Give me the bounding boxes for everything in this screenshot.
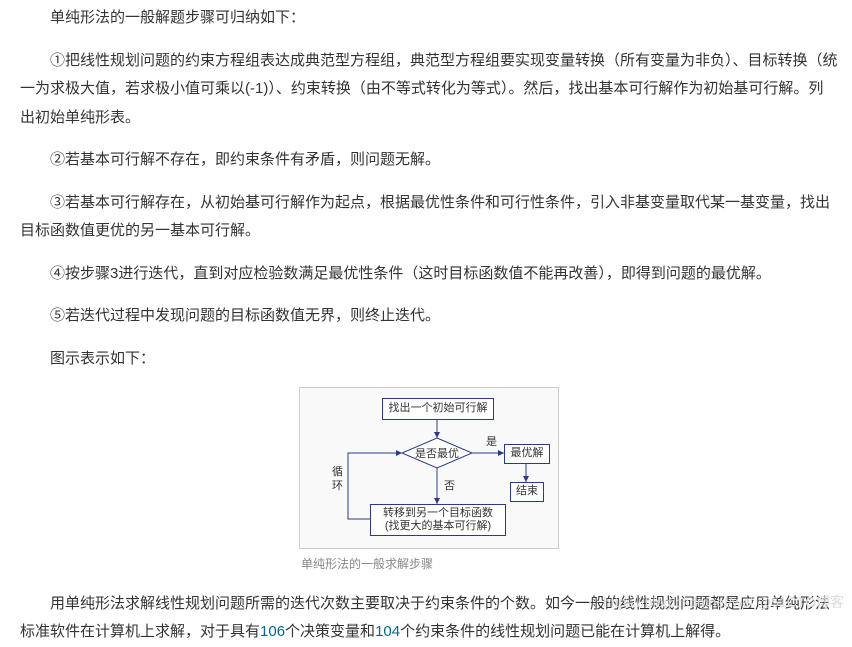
paragraph-step-5: ⑤若迭代过程中发现问题的目标函数值无界，则终止迭代。 [20, 302, 838, 331]
document-body: 单纯形法的一般解题步骤可归纳如下： ①把线性规划问题的约束方程组表达成典范型方程… [0, 0, 852, 647]
label-no: 否 [444, 476, 455, 497]
paragraph-conclusion: 用单纯形法求解线性规划问题所需的迭代次数主要取决于约束条件的个数。如今一般的线性… [20, 590, 838, 647]
node-move: 转移到另一个目标函数 (找更大的基本可行解) [370, 504, 506, 536]
conclusion-text-b: 个决策变量和 [285, 623, 375, 640]
node-start: 找出一个初始可行解 [382, 398, 494, 420]
paragraph-step-3: ③若基本可行解存在，从初始基可行解作为起点，根据最优性条件和可行性条件，引入非基… [20, 189, 838, 246]
node-optimal: 最优解 [504, 444, 550, 464]
figure-caption: 单纯形法的一般求解步骤 [299, 553, 559, 576]
paragraph-step-1: ①把线性规划问题的约束方程组表达成典范型方程组，典范型方程组要实现变量转换（所有… [20, 47, 838, 133]
number-104: 104 [375, 623, 400, 640]
number-106: 106 [260, 623, 285, 640]
flowchart: 找出一个初始可行解 是否最优 最优解 结束 转移到另一个目标函数 (找更大的基本… [299, 387, 559, 549]
figure-container: 找出一个初始可行解 是否最优 最优解 结束 转移到另一个目标函数 (找更大的基本… [20, 387, 838, 576]
paragraph-figure-intro: 图示表示如下： [20, 345, 838, 374]
label-loop-2: 环 [332, 476, 343, 497]
paragraph-step-2: ②若基本可行解不存在，即约束条件有矛盾，则问题无解。 [20, 146, 838, 175]
node-decide-label: 是否最优 [402, 444, 472, 465]
paragraph-step-4: ④按步骤3进行迭代，直到对应检验数满足最优性条件（这时目标函数值不能再改善），即… [20, 260, 838, 289]
paragraph-intro: 单纯形法的一般解题步骤可归纳如下： [20, 4, 838, 33]
node-end: 结束 [510, 482, 544, 502]
conclusion-text-c: 个约束条件的线性规划问题已能在计算机上解得。 [400, 623, 730, 640]
label-yes: 是 [486, 432, 497, 453]
